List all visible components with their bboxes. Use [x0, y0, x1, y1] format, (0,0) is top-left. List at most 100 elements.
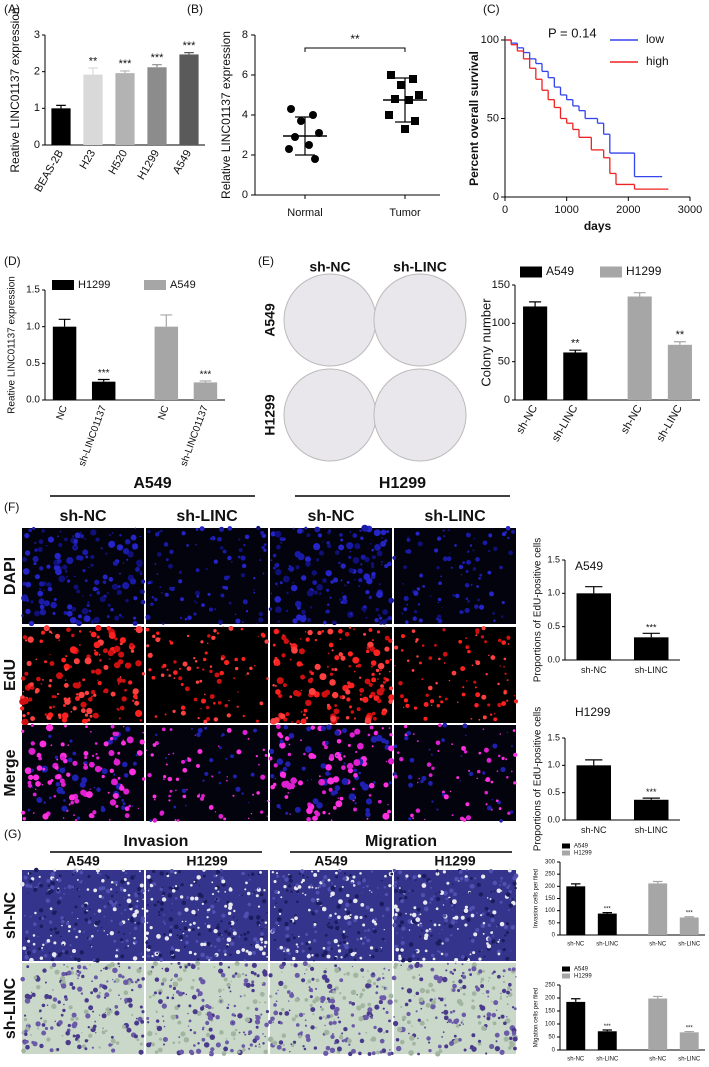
cell	[158, 531, 160, 533]
cell	[275, 660, 281, 666]
cell	[384, 875, 387, 878]
cell	[148, 581, 151, 584]
cell	[371, 572, 376, 577]
cell	[147, 1021, 149, 1023]
cell	[66, 557, 73, 564]
cell	[24, 533, 29, 538]
cell	[338, 562, 340, 564]
cell	[235, 787, 240, 792]
cell	[28, 809, 31, 812]
cell	[478, 752, 481, 755]
cell	[93, 617, 99, 623]
cell	[340, 797, 344, 801]
legend-swatch	[52, 280, 74, 290]
cell	[74, 576, 75, 577]
cell	[27, 712, 30, 715]
cell	[33, 793, 37, 797]
cell	[313, 873, 317, 877]
cell	[61, 806, 67, 812]
cell	[315, 639, 317, 641]
cell	[53, 869, 56, 872]
cell	[503, 1021, 507, 1025]
cell	[172, 903, 173, 904]
cell	[383, 681, 386, 684]
cell	[200, 953, 205, 958]
cell	[488, 977, 490, 979]
cell	[40, 957, 43, 960]
cell	[509, 1037, 512, 1040]
cell	[23, 817, 26, 820]
cell	[481, 695, 486, 700]
cell	[132, 913, 137, 918]
cell	[261, 941, 263, 943]
cell	[55, 634, 60, 639]
cell	[73, 546, 77, 550]
cell	[159, 638, 161, 640]
column-label: A549	[314, 853, 348, 869]
cell	[117, 544, 123, 550]
cell	[111, 778, 118, 785]
cell	[438, 602, 440, 604]
cell	[119, 966, 120, 967]
cell	[238, 538, 240, 540]
cell	[85, 725, 88, 728]
cell	[433, 895, 435, 897]
cell	[416, 808, 421, 813]
cell	[260, 811, 263, 814]
cell	[323, 1016, 325, 1018]
cell	[233, 916, 235, 918]
cell	[498, 1017, 501, 1020]
bar	[563, 352, 587, 400]
cell	[22, 698, 28, 704]
cell	[230, 1049, 234, 1053]
cell	[398, 924, 401, 927]
cell	[388, 884, 391, 887]
bar	[566, 1002, 585, 1050]
cell	[304, 894, 306, 896]
cell	[141, 600, 146, 605]
cell	[113, 940, 116, 943]
cell	[94, 651, 98, 655]
cell	[274, 890, 278, 894]
cell	[360, 1003, 365, 1008]
cell	[282, 1033, 287, 1038]
cell	[252, 951, 256, 955]
cell	[381, 537, 383, 539]
cell	[397, 751, 400, 754]
cell	[215, 955, 217, 957]
cell	[326, 609, 330, 613]
cell	[503, 976, 504, 977]
cell	[199, 885, 200, 886]
cell	[299, 648, 305, 654]
group-label: Invasion	[124, 833, 189, 850]
cell	[263, 749, 265, 751]
cell	[400, 948, 404, 952]
cell	[461, 955, 465, 959]
cell	[284, 725, 288, 729]
cell	[243, 544, 245, 546]
cell	[492, 744, 497, 749]
cell	[358, 585, 360, 587]
cell	[371, 666, 373, 668]
cell	[243, 973, 245, 975]
cell	[388, 598, 394, 604]
cell	[444, 1044, 448, 1048]
cell	[235, 1029, 238, 1032]
cell	[266, 1010, 269, 1013]
cell	[300, 1031, 303, 1034]
cell	[342, 996, 346, 1000]
cell	[275, 583, 278, 586]
cell	[494, 713, 496, 715]
row-label: H1299	[262, 394, 278, 435]
cell	[515, 976, 516, 977]
cell	[122, 762, 128, 768]
cell	[474, 703, 479, 708]
cell	[232, 795, 234, 797]
cell	[120, 676, 122, 678]
cell	[510, 925, 515, 930]
cell	[310, 1025, 314, 1029]
cell	[126, 559, 128, 561]
cell	[180, 895, 183, 898]
cell	[134, 1021, 139, 1026]
cell	[378, 1028, 383, 1033]
